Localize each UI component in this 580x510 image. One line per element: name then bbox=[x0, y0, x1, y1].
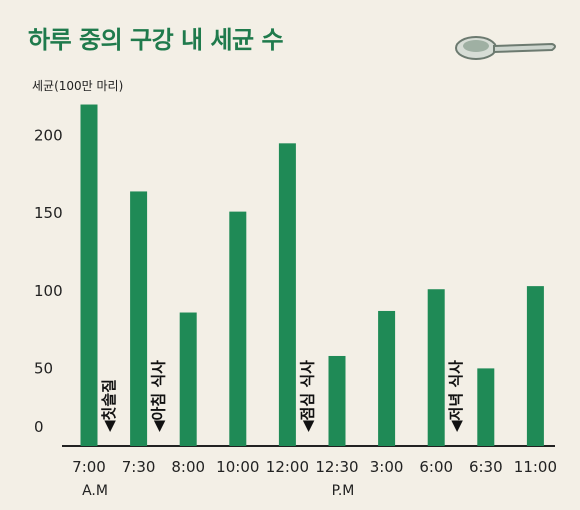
y-tick-label: 50 bbox=[34, 359, 53, 377]
x-tick-label: 3:00 bbox=[370, 458, 404, 476]
bar bbox=[179, 312, 197, 446]
chart-title: 하루 중의 구강 내 세균 수 bbox=[28, 26, 284, 54]
x-tick-label: 7:00 bbox=[72, 458, 106, 476]
x-tick-label: 7:30 bbox=[122, 458, 156, 476]
spoon-icon bbox=[455, 36, 556, 60]
bar bbox=[427, 289, 445, 446]
x-tick-label: 6:00 bbox=[419, 458, 453, 476]
x-tick-label: 12:30 bbox=[315, 458, 358, 476]
bar bbox=[378, 310, 396, 446]
y-tick-label: 100 bbox=[34, 282, 63, 300]
x-tick-label: 12:00 bbox=[266, 458, 309, 476]
y-tick-label: 150 bbox=[34, 204, 63, 222]
x-tick-label: 6:30 bbox=[469, 458, 503, 476]
bar bbox=[80, 104, 98, 447]
event-annotation: ◀저녁 식사 bbox=[447, 360, 465, 432]
y-axis-label: 세균(100만 마리) bbox=[32, 79, 123, 93]
bar bbox=[278, 143, 296, 446]
x-tick-label: 8:00 bbox=[171, 458, 205, 476]
event-annotation: ◀칫솔질 bbox=[100, 379, 118, 432]
event-annotation: ◀아침 식사 bbox=[150, 360, 168, 432]
bar bbox=[229, 211, 247, 446]
event-annotation: ◀점심 식사 bbox=[298, 360, 316, 432]
y-tick-label: 0 bbox=[34, 418, 44, 436]
y-tick-label: 200 bbox=[34, 127, 63, 145]
period-label: A.M bbox=[82, 483, 108, 499]
bar bbox=[477, 368, 495, 446]
x-tick-label: 11:00 bbox=[514, 458, 557, 476]
bar bbox=[328, 355, 346, 446]
period-label: P.M bbox=[332, 483, 355, 499]
bar bbox=[130, 191, 148, 446]
x-tick-label: 10:00 bbox=[216, 458, 259, 476]
bar bbox=[526, 286, 544, 446]
